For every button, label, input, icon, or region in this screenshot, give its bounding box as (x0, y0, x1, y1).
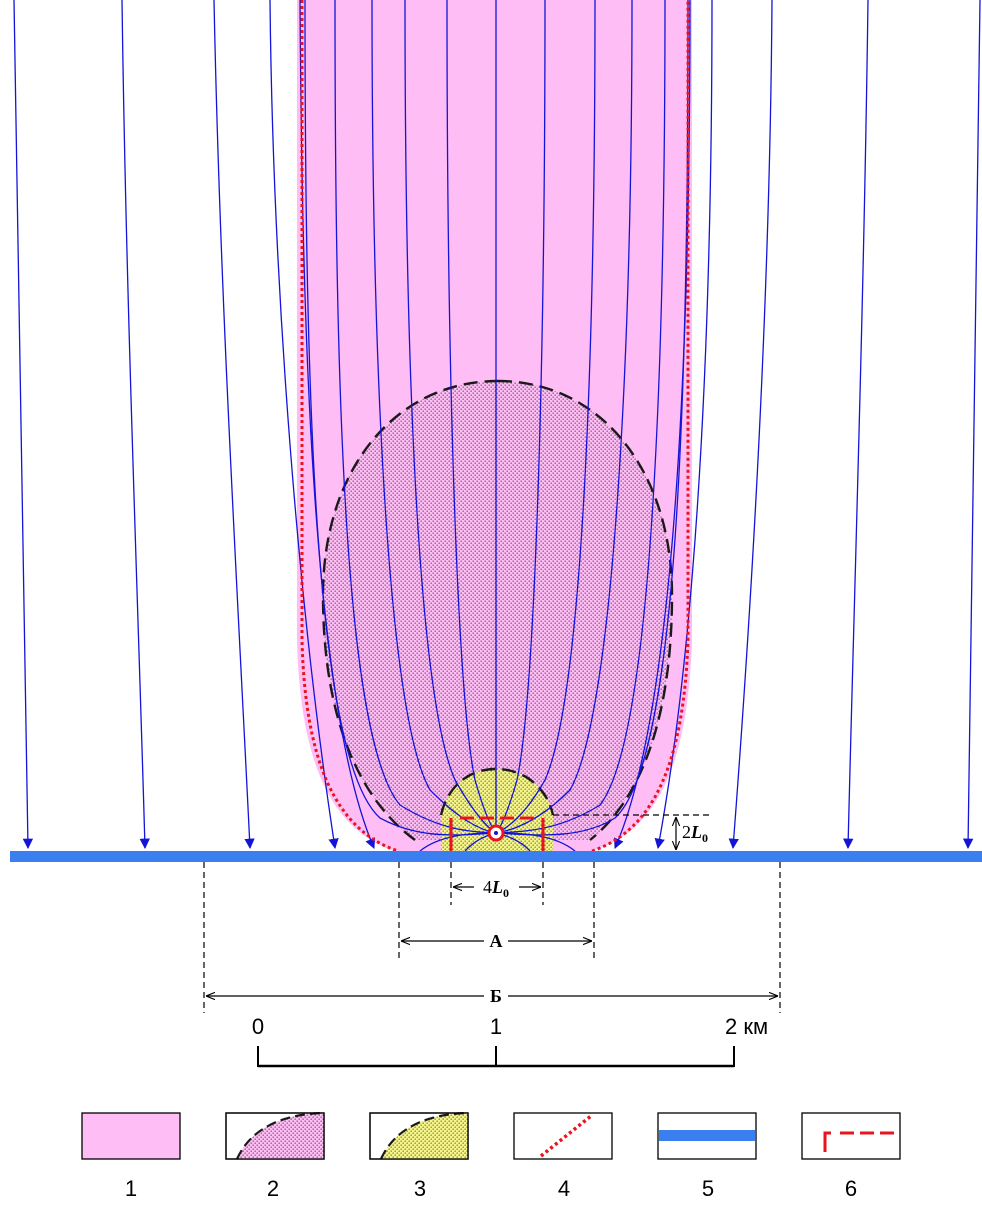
legend-number-2: 2 (267, 1176, 279, 1201)
flow-line (213, 0, 255, 850)
dimension-2l0: 2L0 (553, 814, 710, 850)
flow-line (495, 0, 596, 834)
flow-line (495, 0, 633, 834)
well-frame (449, 816, 545, 851)
legend-number-3: 3 (414, 1176, 426, 1201)
scale-tick-1: 1 (490, 1014, 502, 1039)
legend-number-1: 1 (125, 1176, 137, 1201)
legend-swatch-1 (81, 1112, 181, 1160)
flow-line (843, 0, 869, 850)
flow-line (371, 0, 497, 834)
flow-line (495, 832, 576, 852)
dimension-a-label: А (490, 931, 503, 951)
zone-3-outline (439, 767, 555, 816)
dimension-a: А (398, 862, 595, 962)
flow-line (495, 0, 546, 834)
dimension-4l0-label: 4L0 (483, 877, 509, 900)
flow-line (446, 0, 497, 834)
well-center (494, 831, 498, 835)
zone-2-outline (321, 379, 674, 841)
flow-line (495, 0, 689, 836)
flow-lines (13, 0, 981, 852)
flow-line (728, 0, 773, 850)
legend-swatch-6 (801, 1112, 901, 1160)
scale-bar: 0 1 2 км (252, 1014, 768, 1068)
legend-number-6: 6 (845, 1176, 857, 1201)
scale-tick-2: 2 км (725, 1014, 768, 1039)
flow-line (654, 0, 713, 850)
flow-line (495, 0, 666, 834)
dimension-b-label: Б (490, 986, 502, 1006)
flow-line (269, 0, 339, 850)
dimension-b: Б (203, 862, 781, 1013)
flow-line (13, 0, 34, 850)
flow-line (404, 0, 497, 834)
capture-boundary (300, 0, 690, 853)
legend-number-5: 5 (702, 1176, 714, 1201)
legend: 1 2 3 4 5 6 (81, 1111, 901, 1201)
scale-tick-0: 0 (252, 1014, 264, 1039)
dimension-2l0-label: 2L0 (682, 822, 708, 845)
legend-swatch-4 (513, 1112, 613, 1160)
flow-line (962, 0, 981, 850)
flow-line (334, 0, 497, 834)
dimension-4l0: 4L0 (450, 862, 544, 905)
legend-number-4: 4 (558, 1176, 570, 1201)
flow-line (299, 0, 376, 849)
river (10, 851, 982, 862)
flow-line (121, 0, 150, 850)
flow-line (304, 0, 497, 836)
